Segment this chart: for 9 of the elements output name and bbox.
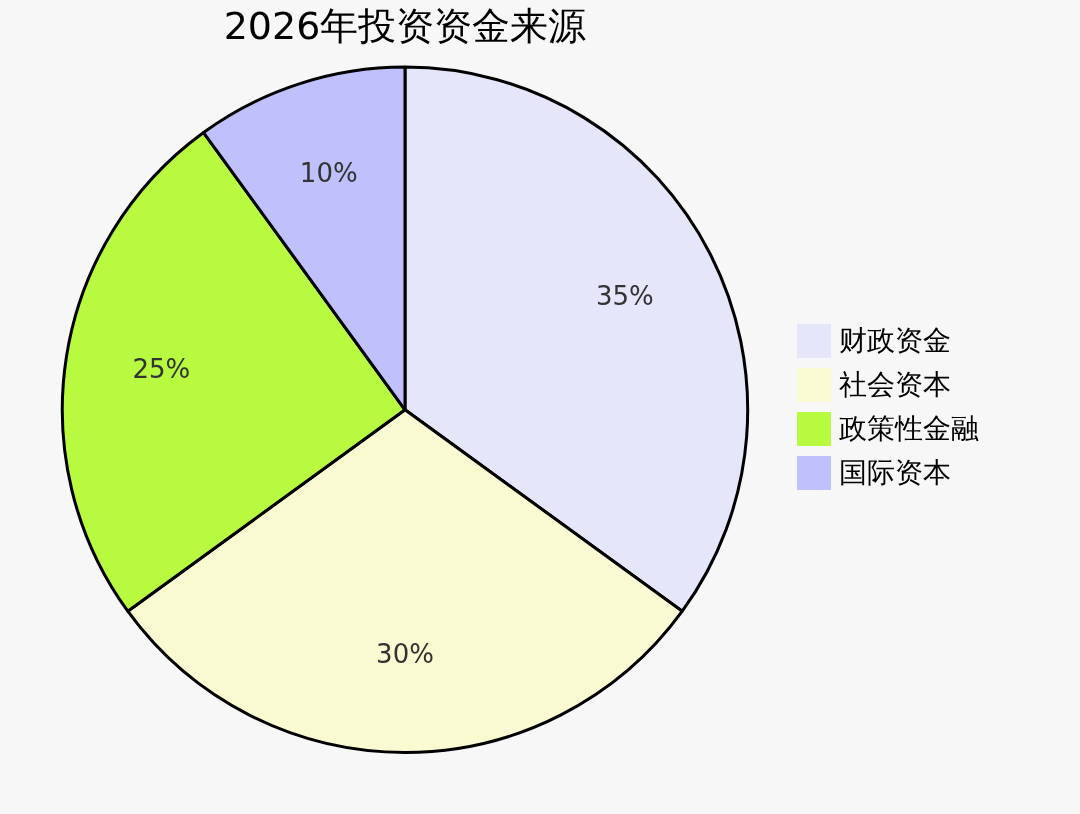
legend-label: 社会资本 [839, 367, 951, 403]
chart-title: 2026年投资资金来源 [223, 3, 587, 48]
data-label: 30% [376, 639, 434, 670]
data-label: 35% [595, 280, 654, 311]
legend-label: 财政资金 [839, 323, 951, 359]
data-label: 25% [132, 353, 191, 384]
legend-label: 政策性金融 [839, 411, 979, 447]
data-label: 10% [299, 157, 358, 188]
legend-label: 国际资本 [839, 455, 951, 491]
